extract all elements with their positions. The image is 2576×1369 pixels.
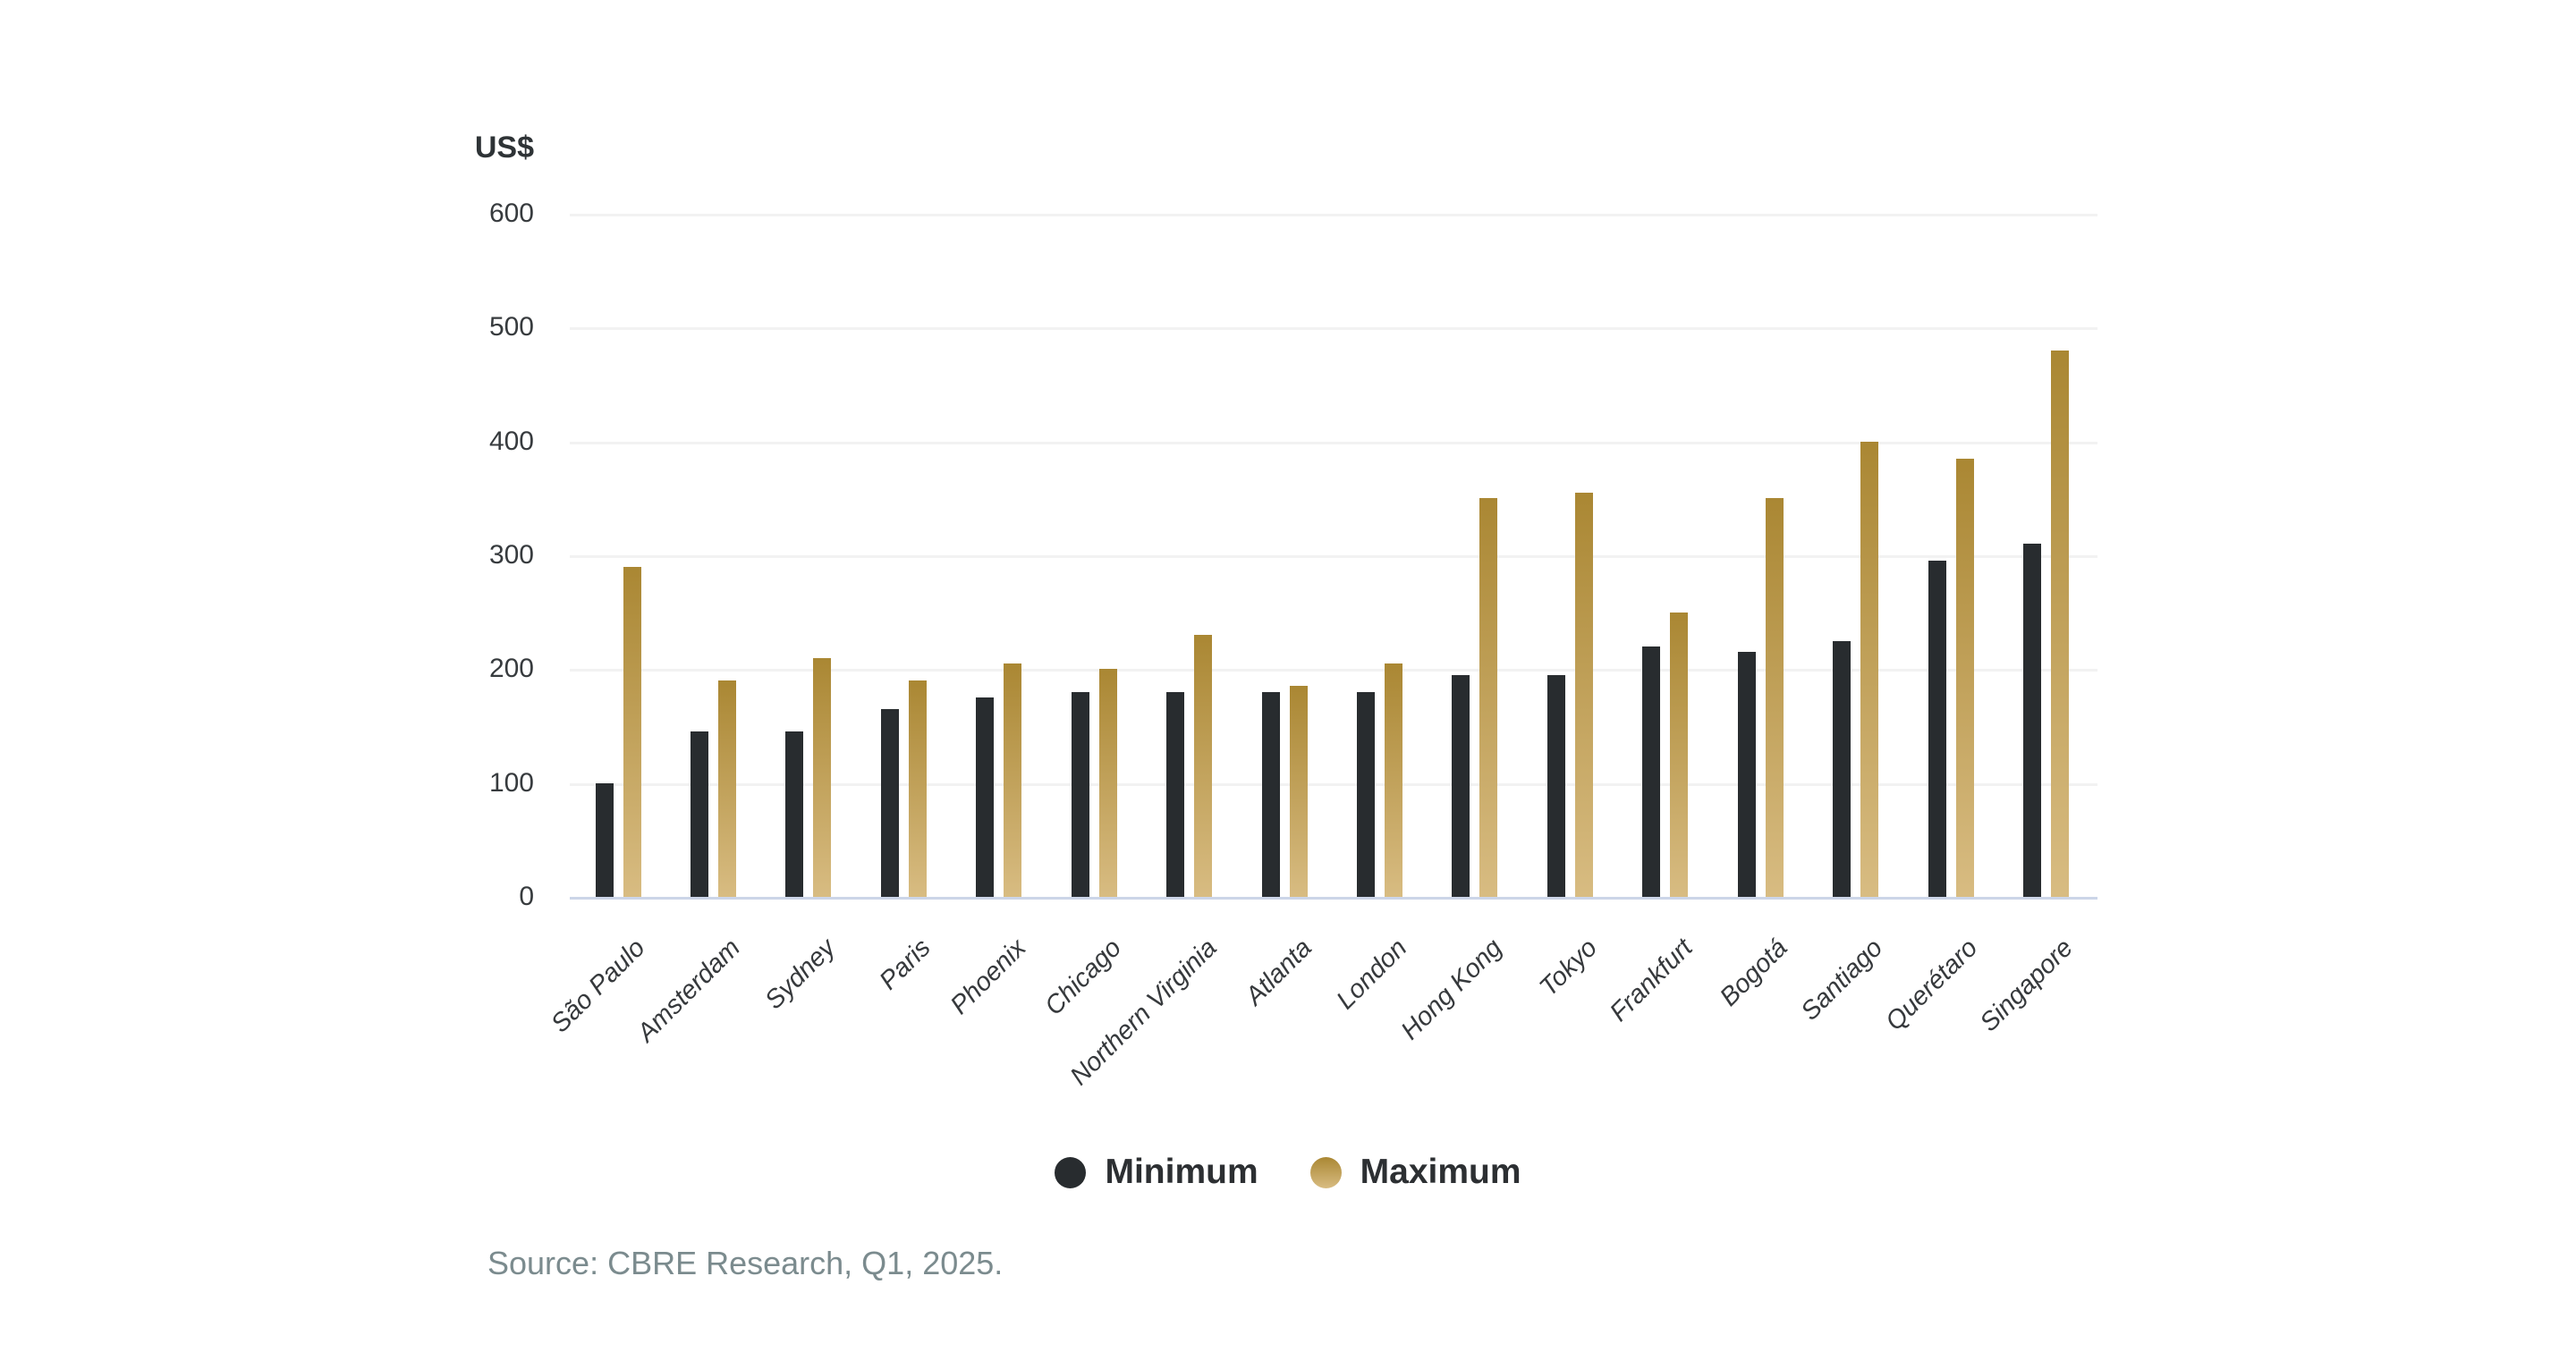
gridline-0 [570, 897, 2097, 900]
max-bar-13[interactable] [1765, 498, 1784, 897]
max-bar-9[interactable] [1384, 663, 1402, 897]
y-axis-title: US$ [474, 131, 534, 165]
max-bar-14[interactable] [1860, 441, 1879, 897]
max-bar-5[interactable] [1004, 663, 1022, 897]
x-axis-label-9: London [1331, 934, 1413, 1016]
gridline-200 [570, 669, 2097, 672]
min-bar-4[interactable] [880, 708, 899, 897]
max-bar-8[interactable] [1289, 686, 1308, 897]
min-bar-7[interactable] [1166, 691, 1185, 897]
x-axis-label-11: Tokyo [1534, 934, 1603, 1002]
max-bar-15[interactable] [1955, 458, 1974, 897]
minimum-swatch-icon [1055, 1156, 1087, 1188]
min-bar-2[interactable] [690, 731, 708, 897]
max-bar-2[interactable] [717, 680, 736, 897]
min-bar-14[interactable] [1833, 640, 1852, 897]
gridline-500 [570, 327, 2097, 331]
x-axis-label-3: Sydney [759, 934, 842, 1016]
source-note: Source: CBRE Research, Q1, 2025. [487, 1245, 1004, 1281]
max-bar-1[interactable] [623, 566, 641, 897]
y-tick-label-200: 200 [488, 654, 534, 684]
max-bar-11[interactable] [1574, 492, 1593, 897]
x-axis-label-13: Bogotá [1715, 934, 1793, 1012]
gridline-400 [570, 441, 2097, 444]
maximum-swatch-icon [1309, 1156, 1342, 1188]
gridline-300 [570, 555, 2097, 558]
x-axis-label-14: Santiago [1795, 934, 1889, 1027]
x-axis-label-16: Singapore [1974, 934, 2080, 1038]
x-axis-label-6: Chicago [1038, 934, 1127, 1021]
y-tick-label-0: 0 [519, 882, 534, 911]
y-tick-label-100: 100 [488, 767, 534, 798]
min-bar-6[interactable] [1071, 691, 1089, 897]
plot-area [570, 214, 2097, 900]
legend-item-maximum[interactable]: Maximum [1309, 1153, 1521, 1192]
max-bar-6[interactable] [1098, 669, 1117, 897]
max-bar-3[interactable] [813, 657, 832, 897]
max-bar-10[interactable] [1479, 498, 1498, 897]
legend-item-minimum[interactable]: Minimum [1055, 1153, 1258, 1192]
min-bar-13[interactable] [1737, 652, 1756, 897]
legend: Minimum Maximum [0, 1153, 2576, 1192]
legend-label-maximum: Maximum [1360, 1153, 1521, 1191]
x-axis-label-4: Paris [874, 934, 936, 996]
gridline-600 [570, 214, 2097, 216]
min-bar-11[interactable] [1546, 674, 1565, 897]
x-axis-label-12: Frankfurt [1604, 934, 1699, 1027]
y-tick-label-500: 500 [488, 312, 534, 342]
x-axis-label-2: Amsterdam [631, 934, 747, 1048]
min-bar-9[interactable] [1356, 691, 1375, 897]
max-bar-4[interactable] [908, 680, 927, 897]
y-tick-label-600: 600 [488, 199, 534, 228]
min-bar-10[interactable] [1452, 674, 1470, 897]
x-axis-label-8: Atlanta [1240, 934, 1318, 1011]
min-bar-3[interactable] [785, 731, 804, 897]
y-tick-label-400: 400 [488, 426, 534, 456]
gridline-100 [570, 782, 2097, 786]
max-bar-16[interactable] [2050, 350, 2069, 897]
max-bar-12[interactable] [1670, 612, 1689, 897]
min-bar-1[interactable] [595, 782, 614, 897]
legend-label-minimum: Minimum [1105, 1153, 1258, 1191]
min-bar-12[interactable] [1642, 646, 1661, 897]
x-axis-label-15: Querétaro [1880, 934, 1984, 1036]
y-tick-label-300: 300 [488, 540, 534, 570]
max-bar-7[interactable] [1194, 635, 1213, 897]
min-bar-15[interactable] [1928, 561, 1946, 897]
x-axis-label-10: Hong Kong [1395, 934, 1508, 1046]
min-bar-16[interactable] [2022, 544, 2041, 897]
min-bar-5[interactable] [976, 697, 995, 897]
min-bar-8[interactable] [1261, 691, 1280, 897]
x-axis-label-5: Phoenix [945, 934, 1032, 1020]
